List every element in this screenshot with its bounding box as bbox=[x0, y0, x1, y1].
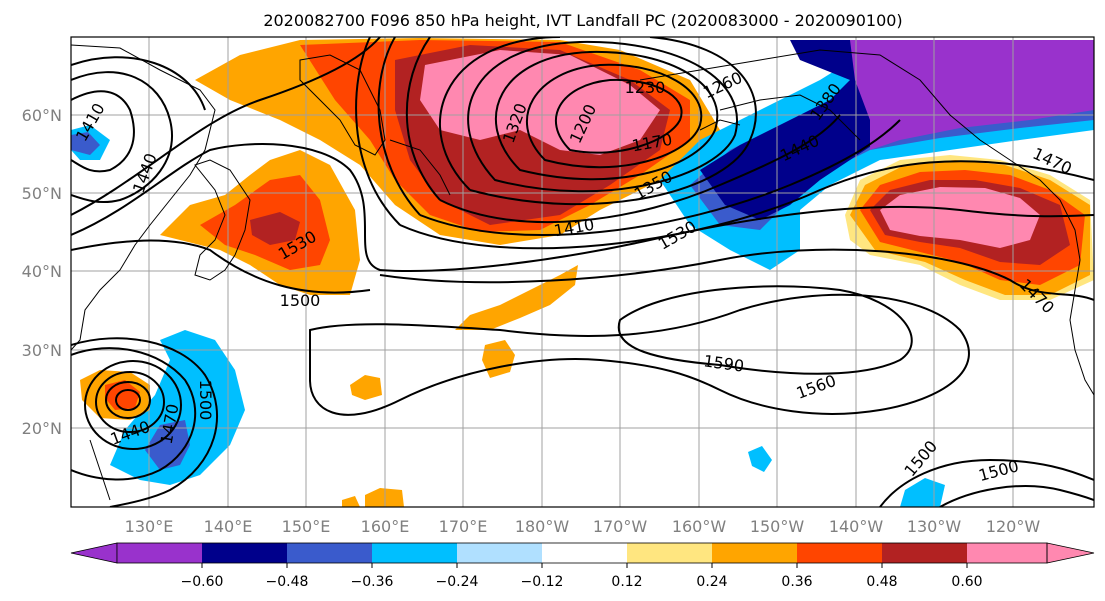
colorbar-tick-label: −0.60 bbox=[181, 574, 224, 590]
contour-ring-2 bbox=[526, 63, 703, 169]
colorbar-tick-label: −0.48 bbox=[266, 574, 309, 590]
colorbar-tick-label: −0.36 bbox=[351, 574, 394, 590]
typhoon-ring-4 bbox=[84, 360, 182, 450]
colorbar-tick-label: 0.24 bbox=[696, 574, 727, 590]
colorbar-segment bbox=[627, 543, 712, 563]
colorbar-segment bbox=[712, 543, 797, 563]
lon-label: 140°W bbox=[829, 517, 884, 536]
colorbar-segment bbox=[797, 543, 882, 563]
lon-label: 130°E bbox=[125, 517, 174, 536]
colorbar-segment bbox=[372, 543, 457, 563]
lat-labels: 20°N 30°N 40°N 50°N 60°N bbox=[22, 106, 62, 438]
colorbar-segment bbox=[202, 543, 287, 563]
height-contours bbox=[71, 37, 1094, 507]
lon-label: 160°W bbox=[672, 517, 727, 536]
colorbar-tick-label: 0.36 bbox=[781, 574, 812, 590]
contour-1500a bbox=[71, 239, 371, 294]
contour-1470c bbox=[939, 485, 1094, 507]
ivt-shading bbox=[71, 38, 1094, 507]
lat-label: 60°N bbox=[22, 106, 62, 125]
colorbar-tick-labels: −0.60 −0.48 −0.36 −0.24 −0.12 0.12 0.24 … bbox=[181, 574, 983, 590]
lon-label: 150°E bbox=[282, 517, 331, 536]
contour-west-1440 bbox=[71, 71, 173, 204]
contour-1530 bbox=[71, 37, 1094, 301]
lon-label: 170°W bbox=[593, 517, 648, 536]
coastlines bbox=[71, 44, 1094, 501]
colorbar-tick-label: 0.60 bbox=[951, 574, 982, 590]
lon-label: 120°W bbox=[986, 517, 1041, 536]
typhoon-ring-3 bbox=[95, 371, 165, 433]
shade-darkred-japan bbox=[250, 212, 300, 245]
colorbar-tick-label: 0.48 bbox=[866, 574, 897, 590]
contour-ring-4 bbox=[467, 40, 738, 193]
contour-west-1410 bbox=[71, 90, 135, 173]
contour-1410 bbox=[405, 37, 841, 224]
lat-label: 40°N bbox=[22, 262, 62, 281]
contour-label: 1500 bbox=[280, 291, 321, 310]
colorbar-segment bbox=[457, 543, 542, 563]
colorbar-segment bbox=[542, 543, 627, 563]
gridlines bbox=[71, 37, 1094, 507]
contour-1470 bbox=[355, 37, 1094, 250]
contour-west-1470 bbox=[71, 56, 206, 111]
map-frame bbox=[70, 36, 1095, 508]
typhoon-ring-6 bbox=[71, 337, 219, 507]
shade-orange-mid1 bbox=[455, 265, 578, 330]
contour-ring-1 bbox=[554, 78, 683, 154]
colorbar-segment bbox=[882, 543, 967, 563]
contour-1500c bbox=[879, 458, 1094, 507]
colorbar-segment bbox=[287, 543, 372, 563]
colorbar-tick-label: −0.12 bbox=[521, 574, 564, 590]
shade-navy-ne bbox=[700, 40, 900, 220]
contour-ring-5b bbox=[469, 37, 757, 206]
contour-ring-5 bbox=[439, 37, 561, 191]
lon-label: 170°E bbox=[439, 517, 488, 536]
contour-1500b bbox=[71, 143, 1094, 272]
shade-navy-west bbox=[71, 132, 100, 155]
colorbar-segment bbox=[967, 543, 1047, 563]
contour-1590 bbox=[617, 285, 913, 375]
shade-blue-typhoon bbox=[145, 420, 190, 470]
lat-label: 20°N bbox=[22, 419, 62, 438]
lon-label: 150°W bbox=[750, 517, 805, 536]
shade-pink-north bbox=[420, 50, 660, 155]
shade-orange-mid5 bbox=[342, 496, 360, 507]
shade-orange-mid3 bbox=[350, 375, 382, 400]
colorbar-frame bbox=[116, 542, 1048, 564]
contour-label: 1230 bbox=[625, 78, 666, 97]
colorbar-tick-label: 0.12 bbox=[611, 574, 642, 590]
lat-label: 30°N bbox=[22, 341, 62, 360]
colorbar: −0.60 −0.48 −0.36 −0.24 −0.12 0.12 0.24 … bbox=[70, 542, 1095, 590]
figure-title: 2020082700 F096 850 hPa height, IVT Land… bbox=[263, 11, 902, 30]
shade-cyan-se2 bbox=[748, 446, 772, 472]
typhoon-ring-2 bbox=[105, 381, 151, 419]
colorbar-left-extend bbox=[70, 542, 118, 564]
colorbar-tick-label: −0.24 bbox=[436, 574, 479, 590]
lon-label: 140°E bbox=[204, 517, 253, 536]
lon-label: 160°E bbox=[361, 517, 410, 536]
contour-label: 1500 bbox=[196, 380, 215, 421]
colorbar-ticks bbox=[201, 563, 968, 568]
lon-label: 130°W bbox=[907, 517, 962, 536]
typhoon-ring-5 bbox=[71, 347, 197, 481]
contour-1560 bbox=[309, 293, 970, 416]
contour-1440 bbox=[377, 37, 901, 237]
colorbar-segment bbox=[117, 543, 202, 563]
typhoon-ring-1 bbox=[115, 389, 141, 411]
lon-label: 180°W bbox=[515, 517, 570, 536]
contour-ring-3 bbox=[494, 50, 719, 181]
colorbar-right-extend bbox=[1046, 542, 1095, 564]
lat-label: 50°N bbox=[22, 184, 62, 203]
map-panel: 1200 1230 1260 1320 1380 1410 1410 1440 … bbox=[22, 36, 1095, 536]
shade-pink-nw bbox=[880, 187, 1040, 248]
shade-purple-ne bbox=[850, 40, 1094, 150]
lon-labels: 130°E 140°E 150°E 160°E 170°E 180°W 170°… bbox=[125, 517, 1041, 536]
